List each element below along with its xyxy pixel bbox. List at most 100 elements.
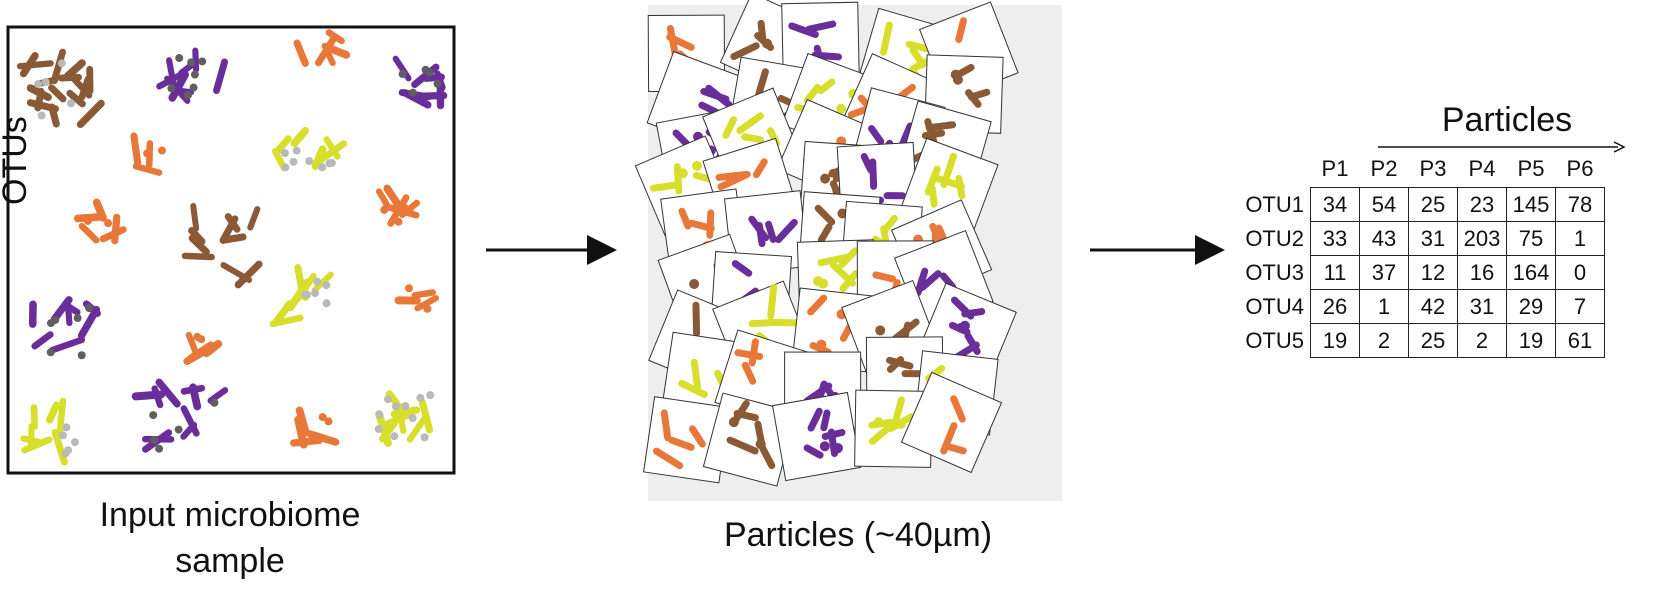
column-header: P3 [1419,156,1447,181]
bacterium-rod [71,75,93,99]
bacterium-coccus [836,103,847,114]
bacterium-coccus [762,38,773,49]
bacterium-rod [688,425,706,448]
bacterium-rod [401,89,432,109]
bacterium-coccus [383,395,392,404]
bacterium-rod [48,336,86,354]
bacterium-rod [406,413,429,443]
table-cell: 7 [1555,289,1605,324]
bacterium-coccus [408,413,417,422]
table-cell: 19 [1506,323,1556,358]
bacterium-coccus [34,80,43,89]
bacterium-rod [220,233,247,244]
microbe-clusters [16,29,448,466]
bacterium-rod [234,260,263,289]
bacterium-rod [273,135,292,155]
bacterium-rod [872,271,897,283]
bacterium-rod [814,204,836,226]
row-label: OTU5 [1245,327,1304,353]
bacterium-rod [295,406,310,437]
bacterium-rod [286,278,312,312]
bacterium-coccus [210,398,219,407]
bacterium-coccus [84,304,93,313]
bacterium-rod [188,227,206,245]
bacterium-rod [399,199,421,219]
bacterium-rod [180,405,200,437]
row-label: OTU3 [1245,259,1304,285]
table-cell: 26 [1310,289,1360,324]
bacterium-rod [151,385,164,409]
particle-outline [900,371,1003,474]
bacterium-rod [76,99,105,129]
bacterium-coccus [327,158,336,167]
bacterium-rod [375,188,391,209]
bacterium-coccus [193,332,202,341]
table-cell: 2 [1457,323,1507,358]
table-cell: 0 [1555,255,1605,290]
bacterium-rod [928,184,938,208]
bacterium-coccus [318,163,327,172]
bacterium-coccus [305,157,314,166]
input-sample-panel [6,25,456,475]
bacterium-rod [190,202,200,232]
bacterium-rod [414,295,440,312]
table-row: OTU1 34 54 25 23 145 78 [1234,187,1605,222]
bacterium-rod [767,283,778,320]
bacterium-rod [168,70,190,102]
bacterium-coccus [322,299,331,308]
bacterium-coccus [322,281,331,290]
bacterium-coccus [190,70,199,79]
bacterium-rod [687,219,715,232]
bacterium-coccus [61,449,70,458]
bacterium-rod [155,378,181,408]
bacterium-rod [247,206,261,231]
bacterium-rod [965,89,982,108]
bacterium-coccus [391,402,400,411]
table-body: OTU1 34 54 25 23 145 78 OTU2 33 43 31 203 75 1 OTU3 11 3… [1234,187,1605,358]
bacterium-coccus [952,74,963,85]
bacterium-rod [434,70,446,91]
bacterium-coccus [313,277,322,286]
bacterium-coccus [689,278,700,289]
table-cell: 19 [1310,323,1360,358]
bacterium-rod [290,127,310,148]
bacterium-rod [765,220,777,243]
bacterium-coccus [37,111,46,120]
bacterium-rod [92,198,107,222]
bacterium-rod [311,271,334,293]
bacterium-rod [56,397,67,435]
bacterium-rod [731,260,753,277]
bacterium-rod [803,382,833,405]
bacterium-coccus [374,425,383,434]
bacterium-rod [803,444,824,459]
bacterium-rod [860,152,875,174]
bacterium-rod [955,17,967,44]
bacterium-coccus [420,433,429,442]
bacterium-rod [50,296,73,323]
bacterium-coccus [311,289,320,298]
table-cell: 11 [1310,255,1360,290]
table-cell: 78 [1555,187,1605,222]
bacterium-coccus [408,88,417,97]
bacterium-rod [21,436,53,454]
bacterium-rod [733,409,759,422]
bacterium-rod [705,84,733,109]
table-cell: 1 [1359,289,1409,324]
input-sample-caption-line-2: sample [175,542,285,580]
bacterium-coccus [895,418,906,429]
otu-count-table: P1 P2 P3 P4 P5 P6 OTU1 34 54 25 23 145 78 OTU2 33 43 31… [1234,151,1605,358]
table-header-row: P1 P2 P3 P4 P5 P6 [1234,151,1605,188]
bacterium-rod [880,21,893,56]
bacterium-rod [730,42,760,61]
bacterium-rod [741,361,757,385]
bacterium-coccus [46,319,55,328]
particle-square [854,389,933,468]
particle-outline [771,391,862,482]
bacterium-rod [323,136,341,160]
bacterium-rod [213,58,229,95]
bacterium-rod [918,270,942,291]
bacterium-rod [207,387,229,404]
row-label: OTU1 [1245,191,1304,217]
column-header: P5 [1517,156,1545,181]
